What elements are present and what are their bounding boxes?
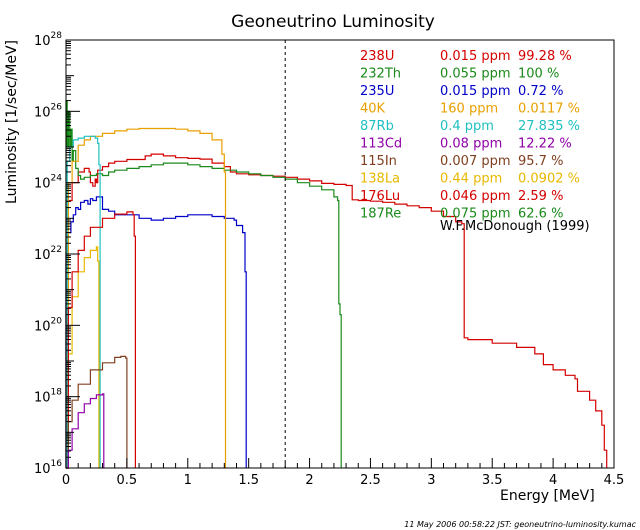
x-tick-label: 4 (549, 473, 557, 488)
y-axis-label: Luminosity [1/sec/MeV] (4, 40, 20, 204)
legend-name: 40K (360, 102, 386, 117)
credit-label: W.F.McDonough (1999) (440, 219, 590, 234)
x-tick-label: 2.5 (360, 473, 381, 488)
x-tick-label: 3.5 (482, 473, 503, 488)
x-tick-label: 4.5 (604, 473, 625, 488)
legend-abundance: 0.007 ppm (440, 154, 511, 169)
legend-fraction: 62.6 % (518, 207, 563, 222)
legend-name: 176Lu (360, 189, 400, 204)
series-40K-line (66, 127, 227, 469)
x-tick-label: 1.5 (238, 473, 259, 488)
footer-caption: 11 May 2006 00:58:22 JST: geoneutrino-lu… (404, 520, 636, 529)
chart-title: Geoneutrino Luminosity (231, 12, 435, 32)
legend-abundance: 0.44 ppm (440, 172, 502, 187)
x-tick-label: 0 (62, 473, 70, 488)
legend-name: 87Rb (360, 119, 394, 134)
series-235U-line (65, 196, 247, 468)
legend-abundance: 0.4 ppm (440, 119, 494, 134)
x-tick-label: 0.5 (117, 473, 138, 488)
legend-fraction: 100 % (518, 67, 559, 82)
legend-fraction: 12.22 % (518, 137, 572, 152)
y-tick-label: 1016 (34, 459, 62, 477)
series-87Rb-line (66, 135, 101, 469)
legend-name: 232Th (360, 67, 401, 82)
series-layer (65, 100, 608, 469)
x-axis-label: Energy [MeV] (500, 488, 595, 504)
axis-layer: 0 0.5 1 1.5 2 2.5 3 3.5 4 4.5 1016 1018 1020 1022 1024… (34, 31, 624, 488)
legend-fraction: 0.0902 % (518, 172, 580, 187)
x-tick-label: 3 (427, 473, 435, 488)
series-113Cd-line (66, 393, 105, 469)
y-tick-label: 1020 (34, 316, 62, 334)
x-tick-label: 2 (305, 473, 313, 488)
y-tick-label: 1018 (34, 388, 62, 406)
y-tick-label: 1024 (34, 174, 62, 192)
legend-name: 238U (360, 49, 394, 64)
series-138La-line (66, 246, 100, 469)
y-tick-label: 1028 (34, 31, 62, 49)
x-tick-label: 1 (184, 473, 192, 488)
legend-fraction: 99.28 % (518, 49, 572, 64)
series-176Lu-line (66, 211, 136, 469)
legend-abundance: 0.08 ppm (440, 137, 502, 152)
legend-name: 138La (360, 172, 400, 187)
legend-abundance: 0.015 ppm (440, 49, 511, 64)
series-232Th-line (65, 100, 342, 468)
legend: 238U 0.015 ppm 99.28 % 232Th 0.055 ppm 100 % 2… (360, 49, 580, 222)
legend-fraction: 95.7 % (518, 154, 563, 169)
legend-name: 115In (360, 154, 397, 169)
legend-fraction: 2.59 % (518, 189, 563, 204)
legend-name: 113Cd (360, 137, 402, 152)
legend-abundance: 0.015 ppm (440, 84, 511, 99)
legend-name: 235U (360, 84, 394, 99)
legend-abundance: 0.055 ppm (440, 67, 511, 82)
series-115In-line (66, 355, 128, 469)
legend-name: 187Re (360, 207, 401, 222)
y-tick-label: 1022 (34, 245, 62, 263)
legend-fraction: 0.0117 % (518, 102, 580, 117)
legend-fraction: 0.72 % (518, 84, 563, 99)
y-tick-label: 1026 (34, 102, 62, 120)
legend-abundance: 0.046 ppm (440, 189, 511, 204)
series-238U-line (65, 153, 608, 468)
legend-abundance: 160 ppm (440, 102, 498, 117)
legend-fraction: 27.835 % (518, 119, 580, 134)
legend-abundance: 0.075 ppm (440, 207, 511, 222)
